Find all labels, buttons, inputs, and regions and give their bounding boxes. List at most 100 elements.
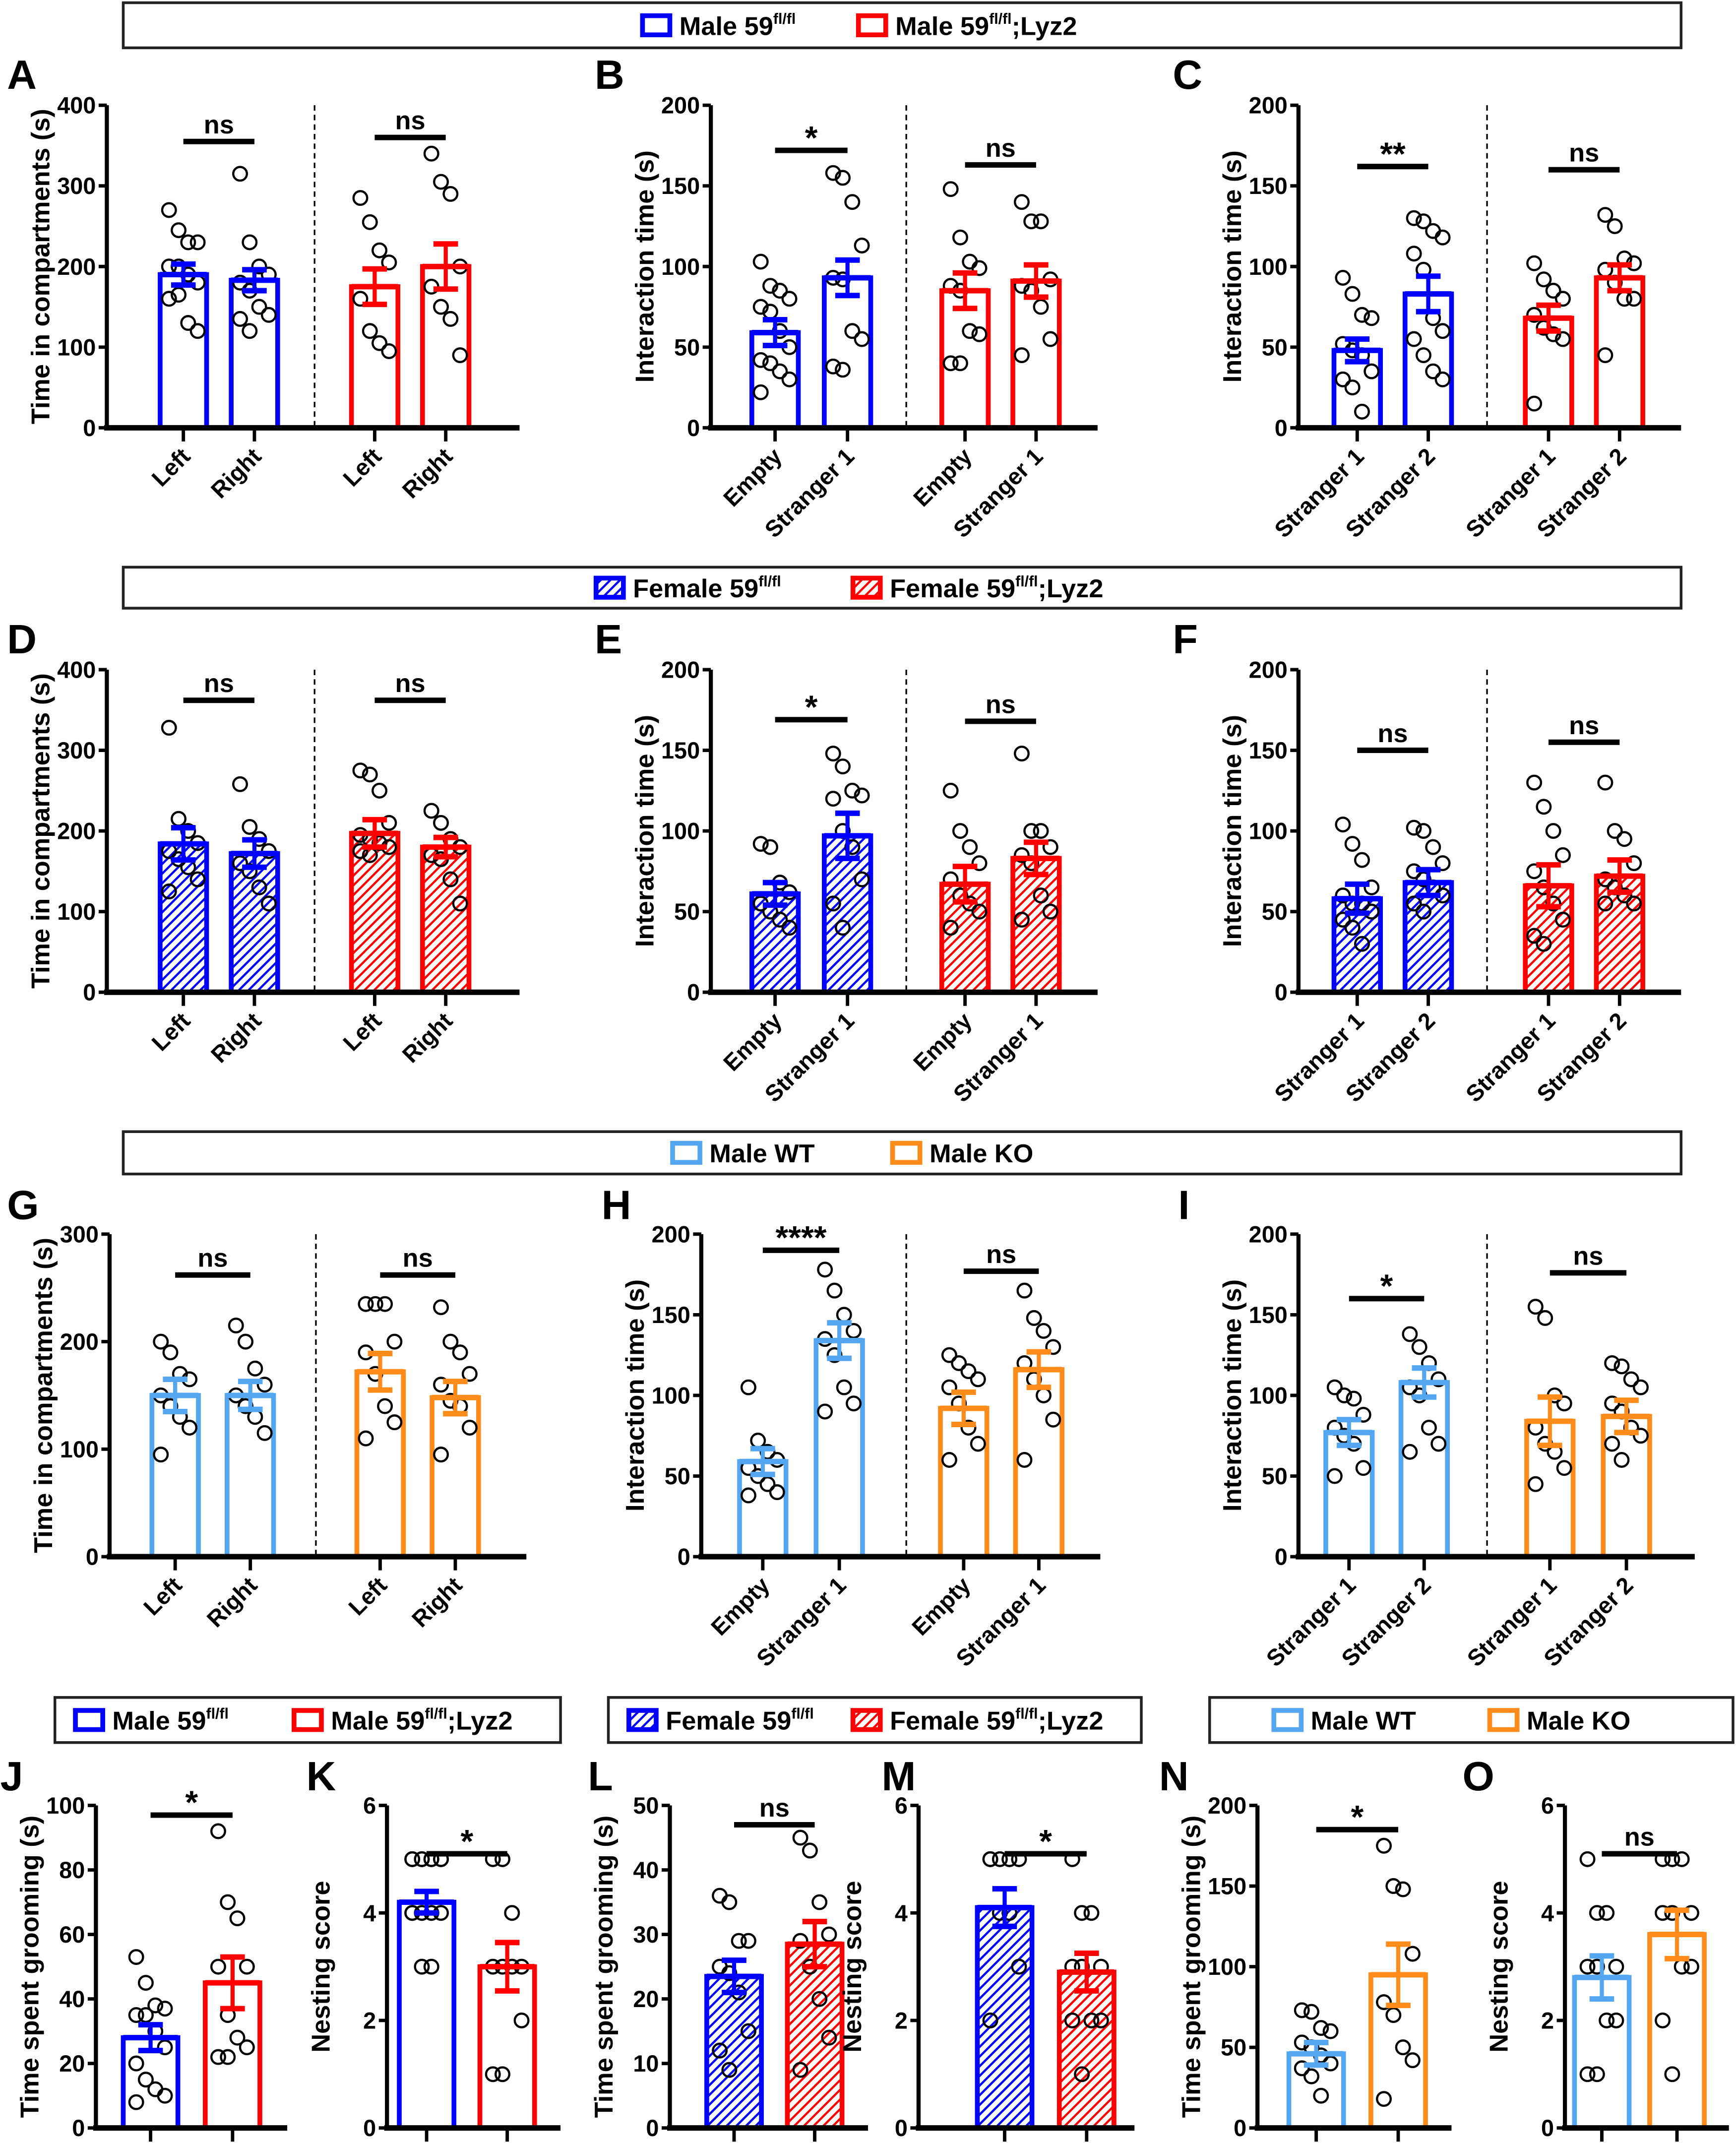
y-tick-label: 300 <box>57 738 96 763</box>
data-point <box>260 895 277 912</box>
data-point <box>433 174 449 190</box>
panel-m: M Nesting score 0 2 4 6 * <box>838 1753 1135 2142</box>
legend-label: Male WT <box>709 1139 814 1168</box>
data-point <box>1335 270 1351 286</box>
y-tick-label: 0 <box>1275 980 1288 1006</box>
data-point <box>721 1894 738 1910</box>
error-bar <box>160 261 207 288</box>
data-point <box>260 307 277 323</box>
y-tick-label: 0 <box>678 1544 690 1570</box>
data-point <box>1411 1339 1427 1355</box>
data-point <box>1074 1905 1090 1921</box>
y-tick-label: 0 <box>687 415 700 441</box>
legend: Male WT Male KO <box>1208 1696 1735 1744</box>
y-tick-label: 200 <box>661 93 700 119</box>
legend-swatch <box>890 1140 923 1165</box>
y-axis-label: Nesting score <box>838 1881 867 2053</box>
data-point <box>1376 1994 1392 2011</box>
data-point <box>1335 911 1351 928</box>
data-point <box>210 2049 226 2065</box>
bar <box>354 1369 406 1559</box>
data-point <box>970 1371 986 1387</box>
data-point <box>854 787 870 804</box>
error-bar <box>1059 1950 1114 1994</box>
bar <box>704 1974 764 2131</box>
data-point <box>1545 326 1561 342</box>
data-point <box>1016 1282 1033 1299</box>
data-point <box>1604 1436 1620 1452</box>
x-tick-label: Right <box>202 1572 262 1633</box>
error-bar <box>480 1940 535 1994</box>
panel-letter: J <box>0 1753 23 1799</box>
data-point <box>740 1379 756 1395</box>
data-point <box>1556 1395 1572 1412</box>
y-axis-label: Interaction time (s) <box>630 715 659 947</box>
legend-frame <box>122 566 1683 610</box>
data-point <box>1303 2004 1320 2020</box>
significance-label: ns <box>759 1794 790 1823</box>
significance-label: ns <box>986 691 1016 719</box>
legend-swatch <box>292 1708 324 1732</box>
data-point <box>232 311 248 327</box>
legend-label-text: Male KO <box>1527 1707 1630 1736</box>
data-point <box>740 1487 756 1504</box>
data-point <box>1042 331 1058 347</box>
data-point <box>137 2007 154 2023</box>
data-point <box>1626 291 1642 307</box>
data-point <box>251 879 267 895</box>
data-point <box>1589 2066 1605 2082</box>
data-point <box>381 815 397 831</box>
data-point <box>1013 911 1030 928</box>
y-tick-label: 200 <box>1249 93 1288 119</box>
data-point <box>1607 823 1623 839</box>
data-point <box>128 2007 144 2023</box>
data-point <box>731 1933 747 1949</box>
significance-label: ns <box>403 1244 433 1273</box>
data-point <box>171 287 187 303</box>
data-point <box>762 278 778 294</box>
data-point <box>759 1476 776 1492</box>
data-point <box>433 299 449 315</box>
x-tick-label: Empty <box>908 443 977 511</box>
data-point <box>769 1484 785 1501</box>
data-point <box>128 2055 144 2072</box>
data-point <box>1033 299 1049 315</box>
data-point <box>825 895 841 912</box>
data-point <box>1083 2012 1100 2028</box>
data-point <box>1385 1878 1402 1894</box>
legend-label-text: Male 59 <box>895 12 989 41</box>
legend-label-suffix: ;Lyz2 <box>1038 574 1104 603</box>
data-point <box>1597 774 1613 791</box>
data-point <box>942 782 959 799</box>
error-bar <box>824 257 871 299</box>
data-point <box>1406 210 1422 226</box>
y-tick-label: 2 <box>895 2008 908 2033</box>
error-bar <box>1525 862 1572 910</box>
data-point <box>942 181 959 197</box>
data-point <box>1335 887 1351 904</box>
data-point <box>1404 1946 1421 1962</box>
y-axis-label: Interaction time (s) <box>1218 1279 1247 1512</box>
error-bar <box>1526 1394 1573 1449</box>
data-point <box>752 253 769 270</box>
data-point <box>952 229 968 246</box>
significance-label: * <box>461 1823 474 1860</box>
y-axis-label: Time spent grooming (s) <box>16 1816 45 2118</box>
data-point <box>377 1296 393 1312</box>
data-point <box>1083 1905 1100 1921</box>
significance-label: ns <box>204 111 234 139</box>
data-point <box>1033 213 1049 230</box>
data-point <box>423 145 439 162</box>
data-point <box>1406 819 1422 836</box>
error-bar <box>231 267 278 294</box>
x-tick-label: Left <box>147 443 195 492</box>
panel-letter: C <box>1173 52 1202 98</box>
data-point <box>414 1851 430 1867</box>
error-bar <box>1334 336 1381 365</box>
data-point <box>854 871 870 887</box>
data-point <box>1023 823 1040 839</box>
data-point <box>1011 1958 1027 1975</box>
error-bar <box>399 1889 454 1916</box>
